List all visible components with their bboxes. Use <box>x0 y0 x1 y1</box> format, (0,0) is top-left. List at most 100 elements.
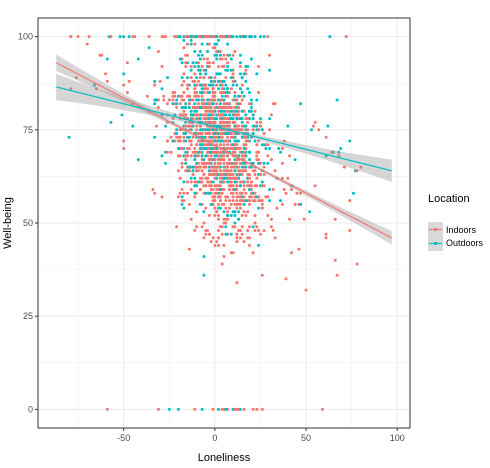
scatter-point <box>182 46 186 50</box>
scatter-point <box>153 83 157 87</box>
scatter-point <box>182 38 186 42</box>
scatter-point <box>222 117 226 121</box>
scatter-point <box>178 102 182 106</box>
scatter-point <box>207 91 211 94</box>
scatter-point <box>240 191 244 195</box>
scatter-point <box>176 147 180 150</box>
scatter-point <box>224 225 228 229</box>
scatter-point <box>253 229 257 232</box>
scatter-point <box>231 251 235 255</box>
scatter-point <box>238 161 242 165</box>
scatter-point <box>171 94 175 98</box>
scatter-point <box>217 229 220 232</box>
scatter-point <box>184 161 188 165</box>
scatter-point <box>235 188 239 191</box>
scatter-point <box>105 57 109 61</box>
scatter-point <box>218 91 222 94</box>
scatter-point <box>158 79 162 83</box>
scatter-point <box>226 210 230 214</box>
scatter-point <box>220 135 224 139</box>
scatter-point <box>280 202 284 206</box>
scatter-point <box>209 79 213 83</box>
scatter-point <box>244 214 248 217</box>
scatter-point <box>213 53 217 57</box>
legend-item-outdoors: Outdoors <box>428 236 484 251</box>
scatter-point <box>184 139 188 143</box>
scatter-point <box>204 191 208 195</box>
scatter-point <box>182 180 186 184</box>
scatter-point <box>186 87 189 91</box>
scatter-point <box>255 120 259 124</box>
scatter-point <box>211 61 215 65</box>
scatter-point <box>209 158 213 162</box>
scatter-point <box>193 229 197 232</box>
scatter-point <box>218 106 222 109</box>
scatter-point <box>262 161 266 165</box>
scatter-point <box>262 35 266 39</box>
scatter-point <box>229 232 233 236</box>
fit-line-outdoors <box>56 86 392 172</box>
scatter-point <box>339 147 343 150</box>
scatter-point <box>217 154 220 158</box>
scatter-point <box>237 128 241 132</box>
scatter-point <box>195 94 199 98</box>
scatter-point <box>238 72 242 76</box>
scatter-point <box>186 42 189 46</box>
scatter-point <box>224 199 228 203</box>
scatter-point <box>277 147 281 150</box>
scatter-point <box>206 50 210 53</box>
scatter-point <box>207 35 211 39</box>
scatter-point <box>235 83 239 87</box>
scatter-point <box>231 150 235 154</box>
scatter-point <box>175 225 179 229</box>
scatter-point <box>259 117 262 121</box>
scatter-point <box>200 87 204 91</box>
scatter-point <box>204 128 208 132</box>
scatter-point <box>195 113 199 117</box>
scatter-point <box>217 139 220 143</box>
scatter-point <box>271 102 275 106</box>
scatter-point <box>229 176 233 180</box>
scatter-point <box>202 158 206 162</box>
scatter-point <box>204 132 208 135</box>
scatter-point <box>211 35 215 39</box>
scatter-point <box>257 195 261 199</box>
scatter-point <box>229 132 233 135</box>
scatter-point <box>180 202 184 206</box>
scatter-point <box>189 68 193 72</box>
scatter-point <box>226 117 230 121</box>
scatter-point <box>288 154 292 158</box>
scatter-point <box>224 76 228 80</box>
scatter-point <box>176 135 180 139</box>
scatter-point <box>248 188 251 191</box>
scatter-point <box>189 188 193 191</box>
scatter-point <box>195 91 199 94</box>
scatter-point <box>249 35 253 39</box>
scatter-point <box>191 106 195 109</box>
scatter-point <box>187 102 191 106</box>
x-tick-label: 0 <box>212 433 217 443</box>
scatter-point <box>197 35 200 39</box>
scatter-point <box>202 273 206 277</box>
scatter-point <box>259 124 262 128</box>
scatter-point <box>233 94 237 98</box>
scatter-point <box>195 150 199 154</box>
scatter-point <box>266 161 270 165</box>
scatter-point <box>233 214 237 217</box>
scatter-point <box>217 236 220 240</box>
scatter-point <box>279 150 282 154</box>
scatter-point <box>224 57 228 61</box>
legend-item-indoors: Indoors <box>428 222 477 237</box>
scatter-point <box>197 102 200 106</box>
scatter-point <box>213 139 217 143</box>
scatter-point <box>288 217 292 221</box>
scatter-point <box>147 35 151 39</box>
scatter-point <box>242 72 246 76</box>
scatter-point <box>85 42 89 46</box>
scatter-point <box>237 106 241 109</box>
scatter-point <box>257 161 261 165</box>
scatter-point <box>231 117 235 121</box>
scatter-point <box>266 214 270 217</box>
scatter-point <box>218 188 222 191</box>
scatter-point <box>218 158 222 162</box>
